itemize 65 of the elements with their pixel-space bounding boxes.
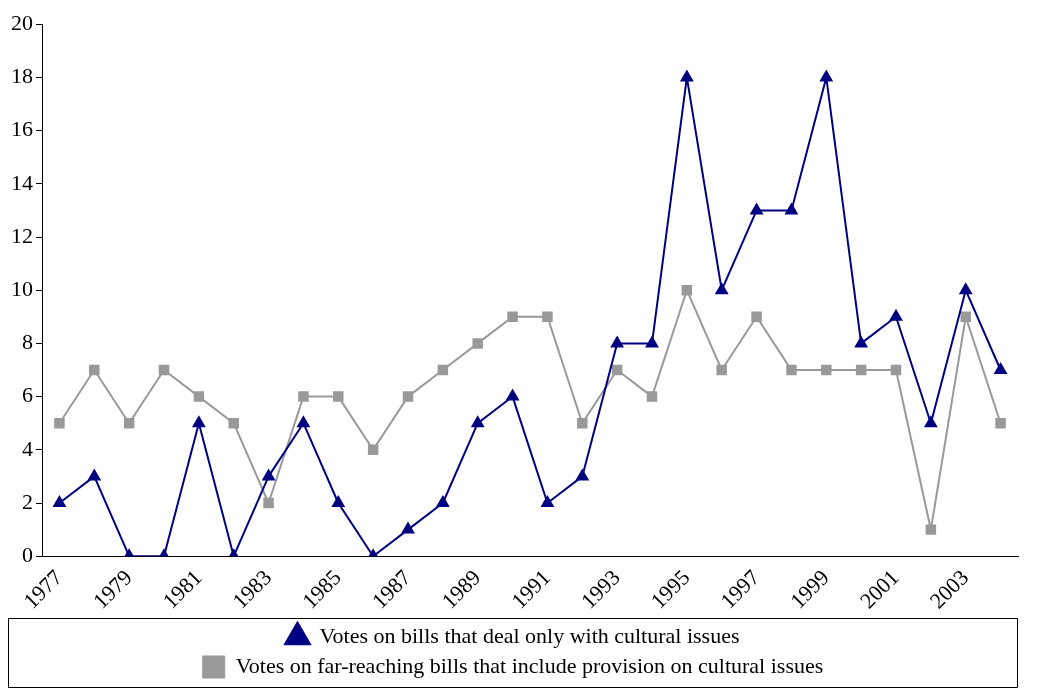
y-tick-label: 10 bbox=[11, 275, 33, 301]
point bbox=[577, 417, 588, 429]
point bbox=[680, 70, 694, 82]
y-tick-label: 12 bbox=[11, 222, 33, 248]
y-tick-label: 8 bbox=[22, 329, 33, 355]
y-tick-label: 14 bbox=[11, 169, 33, 195]
point bbox=[855, 364, 867, 376]
point bbox=[263, 497, 274, 509]
point bbox=[88, 469, 101, 481]
point bbox=[333, 391, 344, 402]
point bbox=[890, 364, 902, 376]
point bbox=[611, 364, 623, 376]
point bbox=[401, 522, 415, 534]
point bbox=[54, 417, 65, 429]
point bbox=[889, 309, 903, 321]
point bbox=[89, 364, 100, 376]
point bbox=[959, 283, 972, 295]
point bbox=[297, 416, 310, 428]
point bbox=[750, 203, 763, 215]
y-tick-label: 18 bbox=[11, 63, 33, 89]
point bbox=[262, 469, 275, 481]
legend-label: Votes on far-reaching bills that include provision on cultural issues bbox=[235, 652, 824, 678]
point bbox=[332, 496, 345, 508]
point bbox=[402, 391, 414, 402]
point bbox=[123, 417, 135, 429]
point bbox=[924, 416, 938, 428]
point bbox=[854, 336, 868, 348]
point bbox=[646, 391, 658, 402]
point bbox=[541, 496, 554, 508]
point bbox=[471, 416, 484, 428]
point bbox=[507, 311, 518, 323]
point bbox=[158, 364, 170, 376]
point bbox=[506, 389, 519, 401]
point bbox=[576, 469, 589, 481]
y-tick-label: 4 bbox=[22, 435, 33, 461]
point bbox=[192, 416, 206, 428]
point bbox=[542, 311, 553, 323]
legend-label: Votes on bills that deal only with cultural issues bbox=[319, 622, 740, 648]
point bbox=[298, 391, 309, 402]
point bbox=[645, 336, 659, 348]
point bbox=[994, 363, 1007, 375]
point bbox=[820, 70, 833, 82]
point bbox=[995, 417, 1006, 429]
point bbox=[228, 417, 239, 429]
point bbox=[367, 444, 379, 456]
point bbox=[786, 364, 797, 376]
point bbox=[716, 364, 727, 376]
point bbox=[472, 338, 483, 349]
point bbox=[715, 283, 728, 295]
y-tick-label: 6 bbox=[22, 382, 33, 408]
point bbox=[751, 311, 762, 323]
y-tick-label: 20 bbox=[11, 9, 33, 35]
point bbox=[960, 311, 971, 323]
point bbox=[925, 524, 937, 535]
point bbox=[785, 203, 798, 215]
y-tick-label: 16 bbox=[11, 116, 33, 142]
point bbox=[610, 336, 624, 348]
y-tick-label: 0 bbox=[22, 542, 33, 567]
point bbox=[193, 391, 205, 402]
point bbox=[681, 284, 693, 296]
point bbox=[436, 496, 450, 508]
point bbox=[53, 496, 66, 508]
point bbox=[437, 364, 449, 376]
point bbox=[821, 364, 832, 376]
y-tick-label: 2 bbox=[22, 488, 33, 514]
